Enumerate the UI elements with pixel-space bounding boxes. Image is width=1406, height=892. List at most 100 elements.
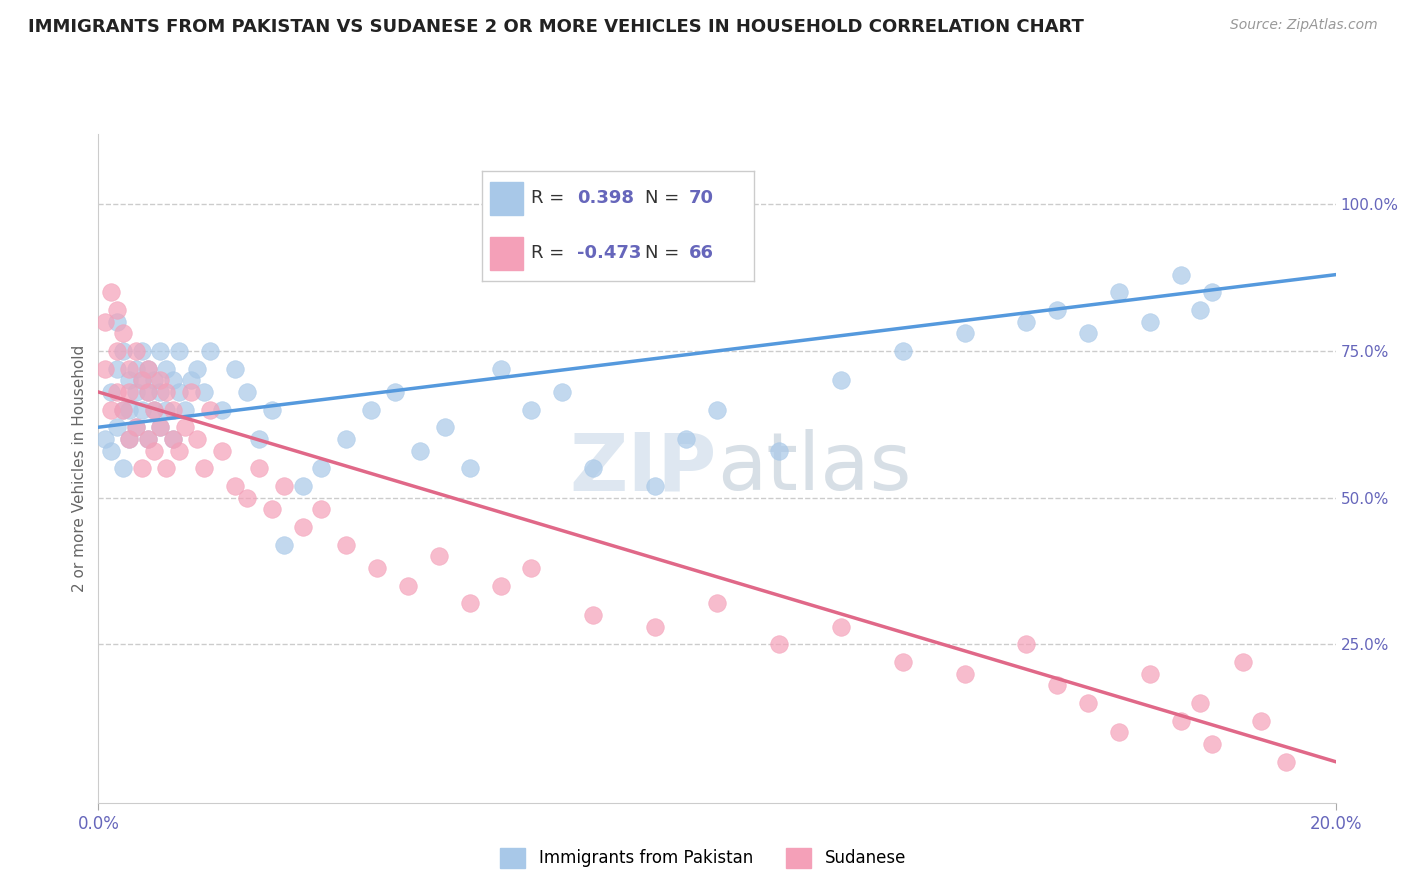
Point	[1108, 285, 1130, 300]
Point	[335, 432, 357, 446]
Point	[1201, 737, 1223, 751]
Point	[236, 384, 259, 399]
Point	[1139, 315, 1161, 329]
Text: ZIP: ZIP	[569, 429, 717, 508]
Point	[93, 361, 115, 376]
Point	[830, 373, 852, 387]
Point	[174, 420, 197, 434]
Text: N =: N =	[645, 189, 679, 207]
Point	[198, 343, 221, 358]
Point	[1170, 714, 1192, 728]
Point	[105, 343, 128, 358]
Point	[644, 479, 666, 493]
Point	[136, 384, 159, 399]
Text: 70: 70	[689, 189, 714, 207]
Text: R =: R =	[531, 244, 564, 262]
Point	[162, 373, 184, 387]
Point	[211, 443, 233, 458]
Point	[149, 343, 172, 358]
Point	[360, 402, 382, 417]
Bar	[491, 237, 523, 270]
Point	[273, 538, 295, 552]
Point	[124, 420, 146, 434]
Point	[131, 461, 153, 475]
Point	[193, 384, 215, 399]
Point	[1201, 285, 1223, 300]
Point	[180, 373, 202, 387]
Point	[489, 361, 512, 376]
Point	[118, 402, 141, 417]
Point	[1232, 655, 1254, 669]
Point	[100, 443, 122, 458]
Point	[149, 373, 172, 387]
Point	[149, 384, 172, 399]
Point	[105, 302, 128, 317]
Point	[143, 443, 166, 458]
Point	[136, 432, 159, 446]
Point	[118, 373, 141, 387]
Point	[105, 315, 128, 329]
Point	[136, 432, 159, 446]
Point	[1077, 326, 1099, 341]
Point	[93, 315, 115, 329]
Text: N =: N =	[645, 244, 679, 262]
Point	[260, 502, 283, 516]
Point	[155, 461, 177, 475]
Point	[186, 432, 208, 446]
Point	[335, 538, 357, 552]
Point	[131, 373, 153, 387]
Point	[1046, 302, 1069, 317]
Point	[143, 373, 166, 387]
Point	[131, 343, 153, 358]
Point	[706, 596, 728, 610]
Point	[384, 384, 406, 399]
Point	[458, 461, 481, 475]
Text: 0.398: 0.398	[578, 189, 634, 207]
Point	[124, 384, 146, 399]
Text: IMMIGRANTS FROM PAKISTAN VS SUDANESE 2 OR MORE VEHICLES IN HOUSEHOLD CORRELATION: IMMIGRANTS FROM PAKISTAN VS SUDANESE 2 O…	[28, 18, 1084, 36]
Y-axis label: 2 or more Vehicles in Household: 2 or more Vehicles in Household	[72, 344, 87, 592]
Point	[155, 361, 177, 376]
Point	[131, 373, 153, 387]
Point	[1015, 315, 1038, 329]
Point	[100, 285, 122, 300]
Point	[458, 596, 481, 610]
Point	[167, 443, 190, 458]
Point	[1108, 725, 1130, 739]
Point	[1170, 268, 1192, 282]
Point	[93, 432, 115, 446]
Point	[162, 432, 184, 446]
Point	[260, 402, 283, 417]
Point	[247, 432, 270, 446]
Point	[118, 432, 141, 446]
Point	[124, 361, 146, 376]
Point	[112, 343, 135, 358]
Point	[112, 326, 135, 341]
Point	[155, 384, 177, 399]
Point	[1046, 678, 1069, 692]
Point	[198, 402, 221, 417]
Point	[427, 549, 450, 564]
Point	[520, 561, 543, 575]
Point	[291, 479, 314, 493]
Point	[186, 361, 208, 376]
Point	[675, 432, 697, 446]
Point	[143, 402, 166, 417]
Point	[112, 461, 135, 475]
Point	[1077, 696, 1099, 710]
Point	[224, 361, 246, 376]
Point	[1015, 637, 1038, 651]
Point	[309, 461, 332, 475]
Bar	[491, 182, 523, 215]
Point	[149, 420, 172, 434]
Point	[366, 561, 388, 575]
Point	[136, 361, 159, 376]
Point	[768, 637, 790, 651]
Point	[149, 420, 172, 434]
Text: 66: 66	[689, 244, 714, 262]
Point	[291, 520, 314, 534]
Point	[409, 443, 432, 458]
Point	[105, 420, 128, 434]
Point	[100, 402, 122, 417]
Point	[433, 420, 456, 434]
